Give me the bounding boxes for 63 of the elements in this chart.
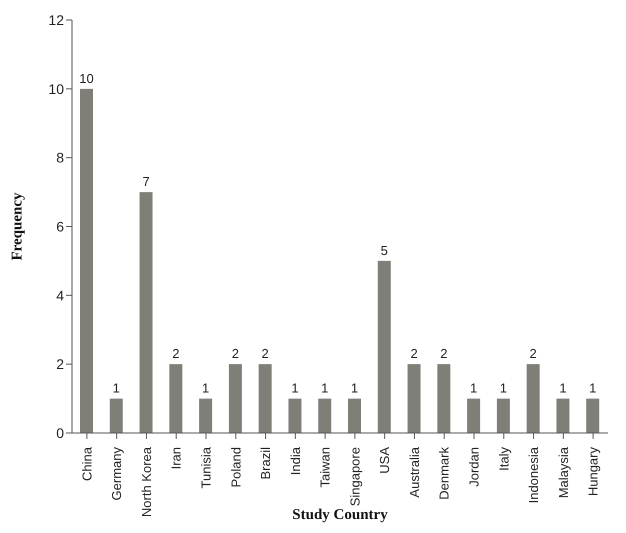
x-tick-label: Jordan — [466, 447, 482, 487]
data-label: 2 — [410, 346, 418, 362]
bar — [169, 364, 182, 433]
x-tick-label: Denmark — [436, 446, 452, 500]
bar — [586, 398, 600, 433]
data-label: 2 — [172, 346, 180, 362]
bar — [496, 398, 510, 433]
bar — [140, 192, 153, 433]
data-label: 1 — [500, 380, 508, 396]
bar — [437, 364, 450, 433]
bar — [228, 364, 242, 433]
bar — [80, 88, 93, 433]
data-label: 7 — [142, 174, 150, 190]
x-tick-label: Malaysia — [556, 446, 571, 498]
bar — [318, 398, 332, 433]
x-tick-label: Hungary — [586, 446, 601, 496]
data-label: 2 — [232, 346, 240, 362]
bar — [288, 398, 302, 433]
data-label: 5 — [380, 242, 388, 258]
bar — [556, 398, 570, 433]
x-tick-label: Indonesia — [526, 446, 542, 504]
bar — [378, 260, 391, 433]
data-label: 1 — [321, 380, 328, 396]
x-axis-title: Study Country — [292, 507, 388, 523]
data-label: 2 — [440, 346, 448, 362]
x-tick-label: China — [79, 446, 94, 481]
x-tick-label: Iran — [168, 447, 184, 470]
x-tick-label: Italy — [496, 446, 512, 471]
x-tick-label: Brazil — [258, 446, 274, 480]
data-label: 1 — [350, 380, 358, 396]
bar — [526, 364, 540, 433]
data-label: 1 — [559, 380, 567, 396]
y-tick-label: 12 — [48, 12, 64, 28]
y-tick-label: 2 — [56, 356, 64, 372]
bar — [258, 364, 272, 433]
x-tick-label: USA — [377, 446, 392, 474]
bar — [467, 398, 480, 433]
bar — [348, 398, 361, 433]
y-tick-label: 0 — [56, 424, 64, 441]
x-tick-label: India — [288, 446, 303, 476]
data-label: 2 — [262, 346, 269, 362]
data-label: 1 — [202, 380, 210, 396]
x-tick-label: Singapore — [347, 447, 362, 506]
y-axis-title: Frequency — [9, 192, 26, 261]
data-label: 1 — [291, 380, 299, 396]
data-label: 10 — [79, 70, 94, 86]
bar — [199, 398, 212, 433]
x-tick-label: North Korea — [138, 446, 154, 518]
x-tick-label: Australia — [406, 446, 422, 498]
data-label: 2 — [530, 346, 537, 362]
x-tick-label: Tunisia — [198, 446, 214, 488]
bar — [110, 398, 123, 433]
data-label: 1 — [112, 380, 120, 396]
x-tick-label: Germany — [109, 446, 124, 500]
y-tick-label: 10 — [48, 80, 64, 97]
x-tick-label: Taiwan — [318, 447, 333, 488]
x-tick-label: Poland — [228, 447, 244, 488]
y-tick-label: 4 — [56, 287, 64, 304]
data-label: 1 — [470, 380, 478, 396]
data-label: 1 — [589, 380, 596, 396]
bar — [408, 364, 421, 433]
y-tick-label: 6 — [56, 218, 64, 234]
y-tick-label: 8 — [56, 150, 64, 166]
